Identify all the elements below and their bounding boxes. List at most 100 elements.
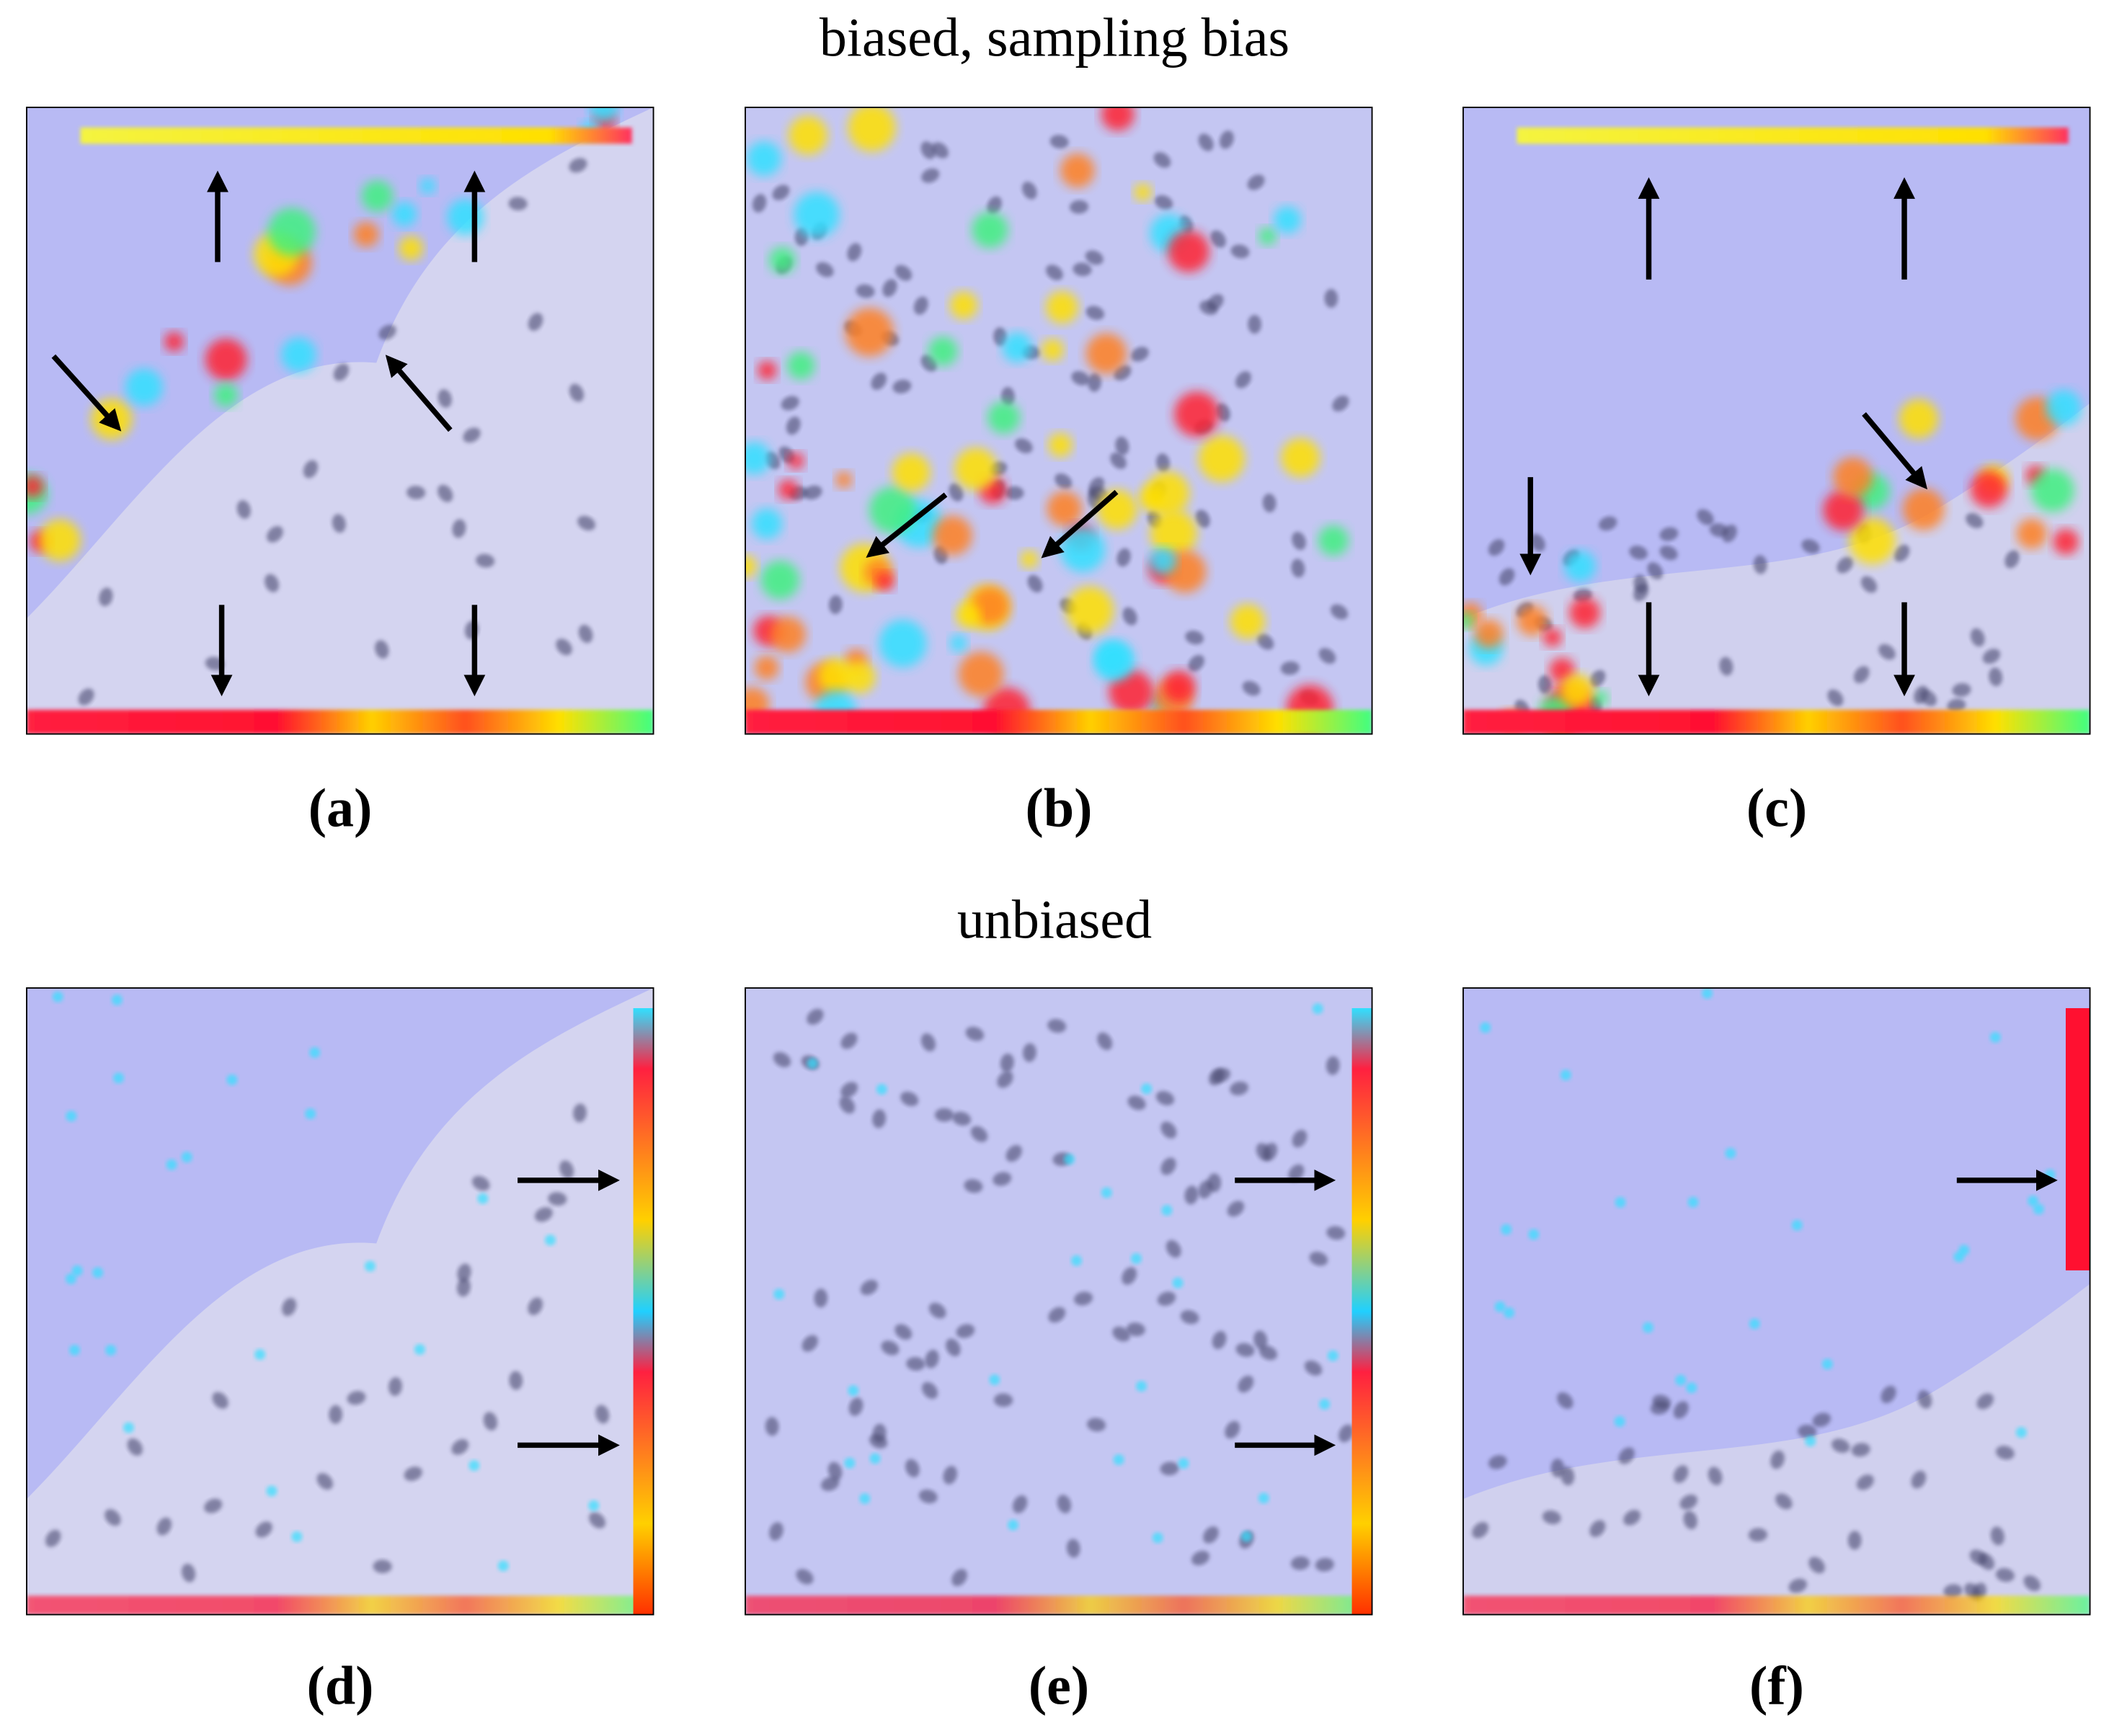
- panel-border: [1462, 107, 2091, 735]
- nucleus: [1338, 1424, 1354, 1443]
- nucleus: [236, 500, 251, 519]
- row-title: biased, sampling bias: [820, 7, 1289, 68]
- nucleus: [773, 1051, 791, 1068]
- nucleus: [1199, 301, 1218, 315]
- heat-blob: [844, 1457, 856, 1469]
- nucleus: [1198, 133, 1214, 151]
- nucleus: [900, 1091, 919, 1107]
- nucleus: [456, 1278, 471, 1297]
- nucleus: [1679, 1494, 1697, 1510]
- nucleus: [816, 262, 834, 277]
- panel-border: [745, 987, 1373, 1616]
- heat-blob: [1494, 1301, 1506, 1312]
- nucleus: [127, 1438, 143, 1456]
- nucleus: [965, 1026, 985, 1041]
- nucleus: [796, 1569, 814, 1585]
- nucleus: [1235, 371, 1251, 388]
- nucleus: [1847, 1531, 1862, 1550]
- heat-blob: [1542, 628, 1562, 647]
- nucleus: [1215, 403, 1230, 422]
- nucleus: [772, 184, 790, 200]
- nucleus: [476, 553, 495, 568]
- heat-blob: [52, 991, 63, 1002]
- nucleus: [848, 1397, 863, 1416]
- nucleus: [483, 1412, 497, 1431]
- nucleus: [1893, 544, 1910, 562]
- nucleus: [99, 587, 113, 607]
- nucleus: [105, 1509, 121, 1526]
- nucleus: [1127, 1095, 1146, 1110]
- nucleus: [1995, 1568, 2015, 1583]
- nucleus: [2004, 550, 2020, 569]
- heat-blob: [1902, 488, 1945, 530]
- heat-blob: [447, 199, 484, 236]
- nucleus: [786, 417, 801, 435]
- nucleus: [1633, 574, 1648, 594]
- nucleus: [1629, 546, 1648, 560]
- nucleus: [1697, 509, 1714, 525]
- nucleus: [1304, 1360, 1323, 1376]
- nucleus: [1160, 1461, 1179, 1476]
- nucleus: [316, 1473, 333, 1490]
- heat-blob: [1071, 1255, 1082, 1266]
- heat-blob: [758, 360, 777, 380]
- heat-blob: [38, 519, 81, 561]
- nucleus: [872, 1423, 887, 1443]
- heat-blob: [768, 246, 796, 274]
- heat-edge: [2065, 1007, 2090, 1270]
- panel-label: (b): [1026, 778, 1093, 838]
- nucleus: [1488, 1455, 1507, 1469]
- heat-blob: [1327, 1350, 1338, 1361]
- nucleus: [1225, 1420, 1240, 1439]
- nucleus: [1066, 1539, 1080, 1558]
- heat-blob: [1805, 1435, 1816, 1447]
- nucleus: [872, 1109, 887, 1129]
- nucleus: [181, 1563, 196, 1583]
- nucleus: [1227, 1201, 1245, 1217]
- heat-blob: [2016, 518, 2047, 549]
- heat-blob: [843, 661, 876, 693]
- nucleus: [1180, 1310, 1199, 1325]
- nucleus: [1748, 1528, 1767, 1542]
- heat-blob: [835, 471, 853, 489]
- nucleus: [1917, 1390, 1932, 1409]
- nucleus: [577, 515, 596, 531]
- nucleus: [928, 1302, 946, 1319]
- nucleus: [1280, 661, 1300, 675]
- panel-border: [26, 107, 654, 735]
- nucleus: [1256, 1143, 1271, 1161]
- nucleus: [1160, 1121, 1177, 1139]
- nucleus: [1131, 347, 1149, 362]
- nucleus: [1112, 1326, 1130, 1342]
- nucleus: [329, 1405, 342, 1424]
- nucleus: [1166, 1239, 1181, 1258]
- tissue: [1463, 1283, 2090, 1615]
- heat-blob: [770, 616, 806, 653]
- heat-blob: [1591, 690, 1609, 707]
- nucleus: [1253, 1330, 1268, 1350]
- nucleus: [1719, 656, 1733, 676]
- nucleus: [212, 1392, 228, 1409]
- nucleus: [1538, 675, 1552, 694]
- nucleus: [1085, 306, 1105, 320]
- nucleus: [1195, 509, 1210, 528]
- heat-blob: [1501, 1224, 1512, 1235]
- heat-blob: [1319, 1399, 1331, 1410]
- heat-blob: [1048, 432, 1073, 458]
- heat-blob: [1833, 457, 1873, 497]
- nucleus: [265, 574, 279, 592]
- nucleus: [1943, 1584, 1963, 1598]
- heat-blob: [1094, 641, 1135, 682]
- heat-blob: [477, 1193, 489, 1204]
- nucleus: [589, 1512, 606, 1528]
- heat-blob: [1970, 471, 2007, 508]
- nucleus: [1248, 314, 1261, 334]
- nucleus: [769, 1522, 783, 1541]
- nucleus: [1326, 1226, 1346, 1240]
- nucleus: [1015, 438, 1033, 453]
- nucleus: [1989, 667, 2003, 687]
- nucleus: [303, 460, 319, 478]
- nucleus: [820, 1477, 840, 1491]
- nucleus: [1315, 1557, 1334, 1572]
- nucleus: [964, 1179, 983, 1193]
